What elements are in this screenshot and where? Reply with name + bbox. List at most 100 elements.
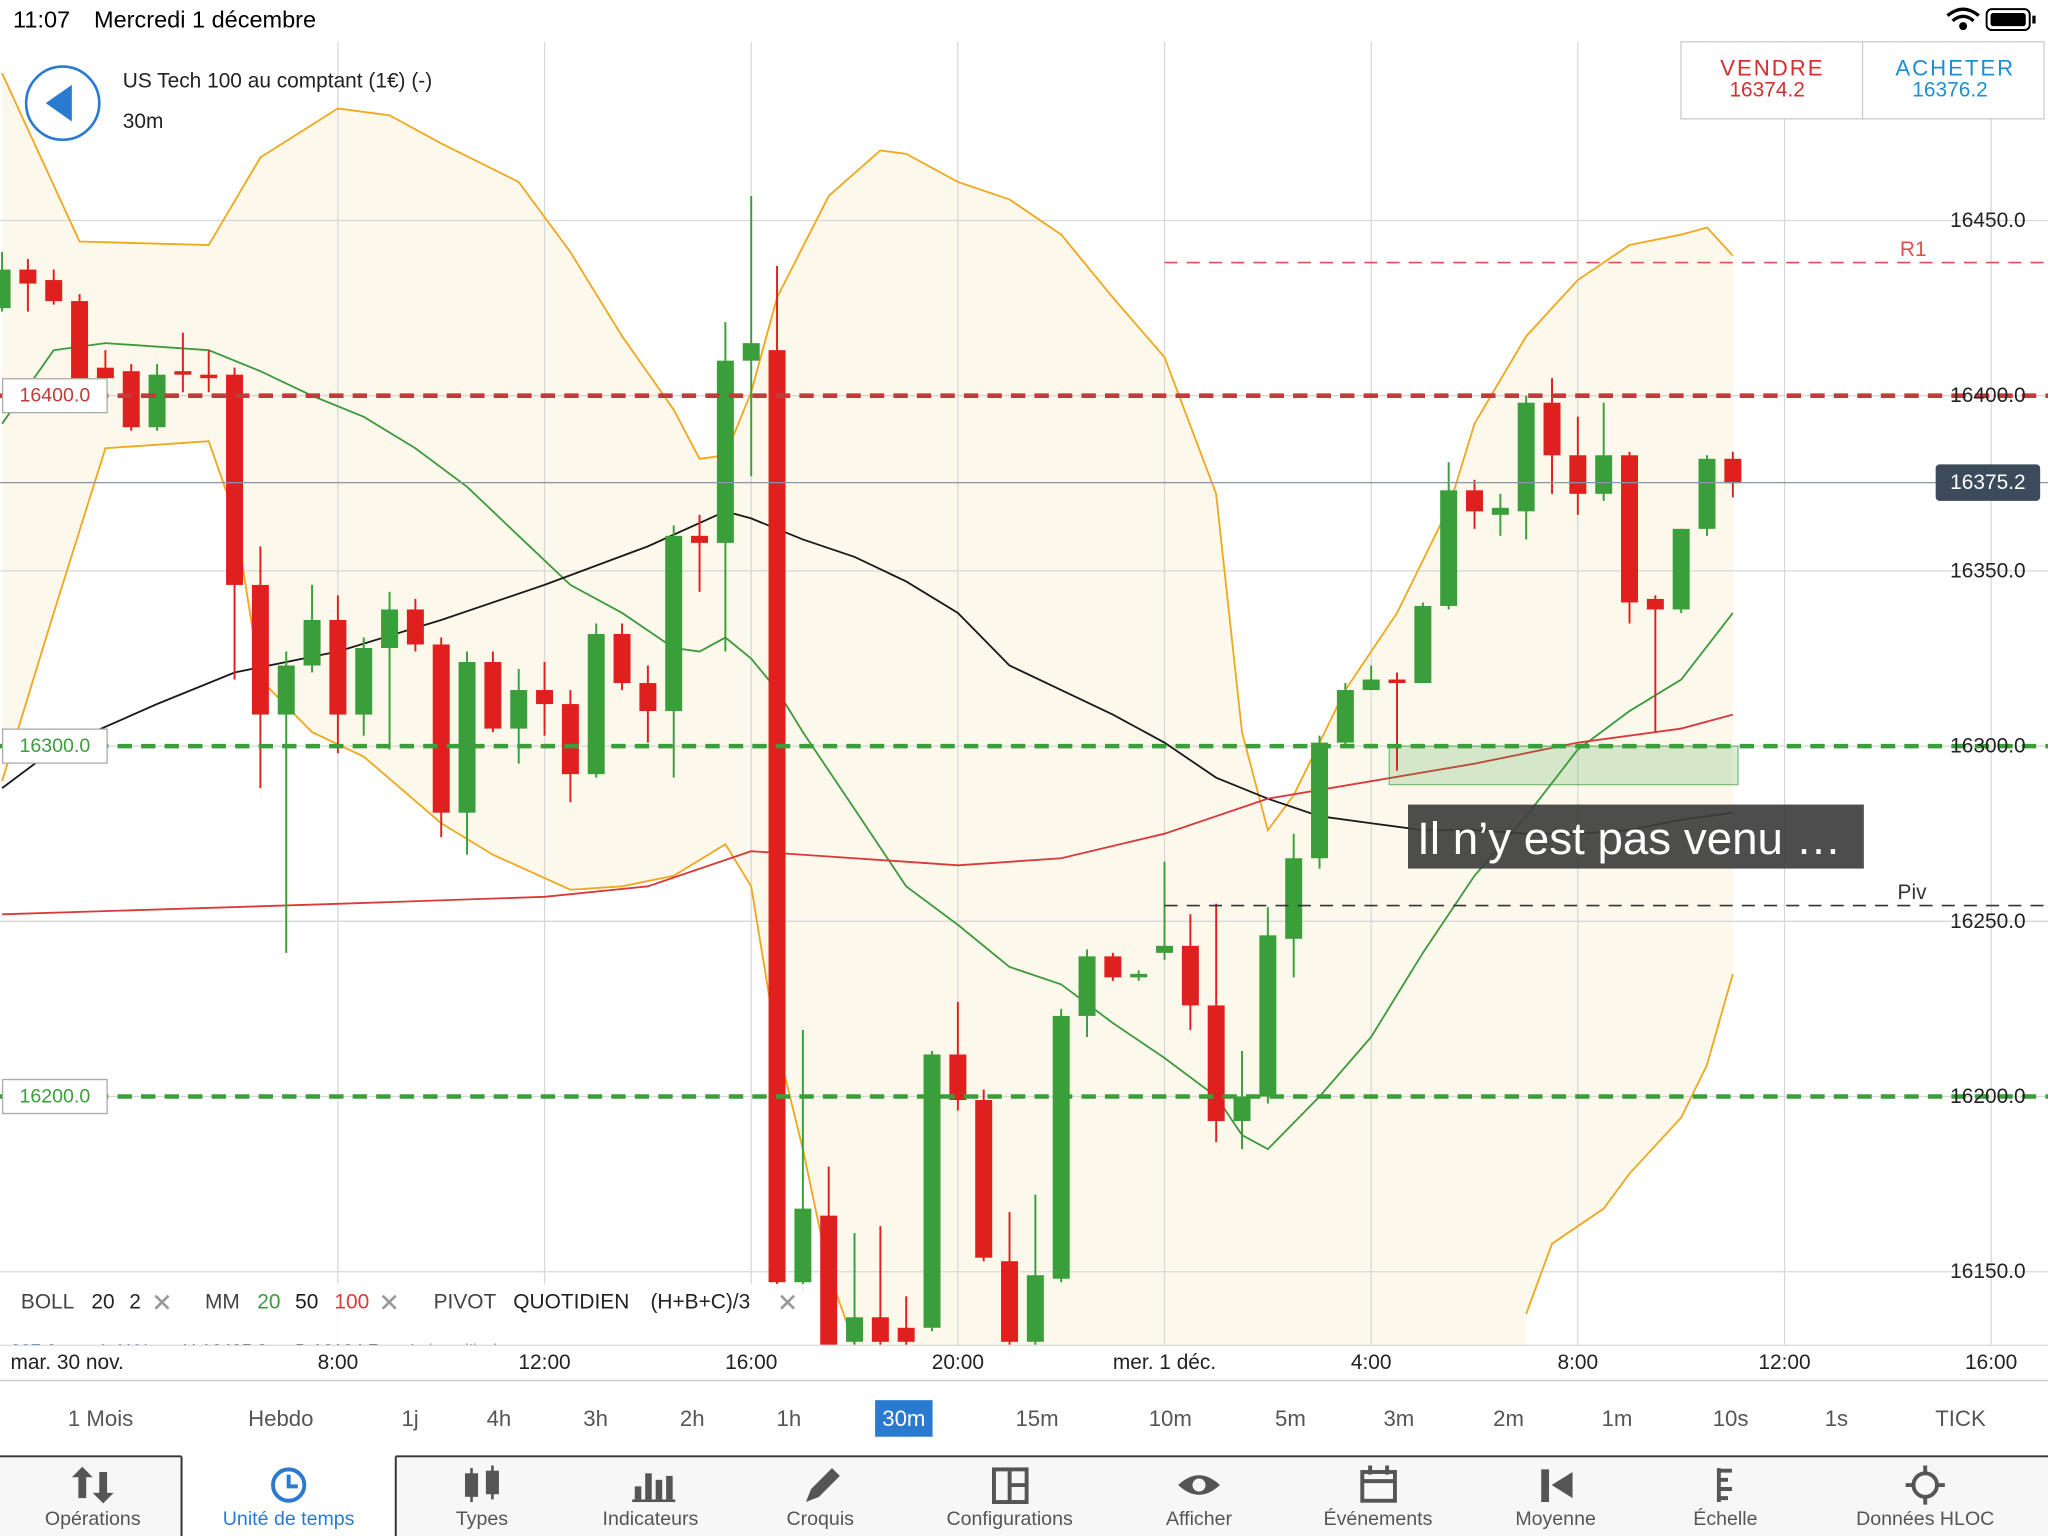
toolbar-item[interactable]: Unité de temps: [223, 1508, 355, 1530]
timeframe-item[interactable]: 1j: [401, 1406, 418, 1431]
sell-price: 16374.2: [1729, 79, 1804, 102]
x-tick-label: 16:00: [725, 1351, 777, 1374]
pivot-formula: (H+B+C)/3: [650, 1291, 750, 1314]
candle-body: [1207, 1005, 1225, 1122]
toolbar-item[interactable]: Afficher: [1166, 1508, 1232, 1530]
indicator-stats: 227.6 1.41% H 16405.2 B 16184.7 Aujourd'…: [10, 1340, 497, 1361]
status-bar: [0, 0, 2048, 42]
toolbar-item[interactable]: Événements: [1324, 1507, 1433, 1530]
candle-body: [665, 535, 683, 712]
plot-area: [0, 41, 2048, 1346]
candle-body: [1517, 402, 1535, 512]
toolbar-item[interactable]: Échelle: [1693, 1507, 1757, 1530]
x-tick-label: 8:00: [1558, 1351, 1599, 1374]
annotation-box: [1408, 804, 1864, 869]
close-icon[interactable]: [780, 1294, 796, 1310]
candle-body: [45, 280, 63, 302]
timeframe-item[interactable]: 3m: [1383, 1406, 1414, 1431]
candle-body: [1440, 490, 1458, 606]
toolbar-item[interactable]: Types: [456, 1508, 508, 1530]
y-tick-label: 16400.0: [1950, 384, 2025, 407]
annotation: Il n’y est pas venu …: [1417, 813, 1841, 864]
ma-period: 100: [334, 1291, 369, 1314]
candle-body: [484, 662, 502, 729]
stat: 1.41%: [98, 1340, 150, 1361]
timeframe-selected: [875, 1400, 933, 1437]
toolbar-item[interactable]: Données HLOC: [1856, 1508, 1994, 1530]
buy-price: 16376.2: [1912, 79, 1987, 102]
stat: Aujourd'hui: [406, 1340, 497, 1361]
timeframe-item[interactable]: 4h: [487, 1406, 512, 1431]
candle-body: [458, 662, 476, 813]
x-tick-labels: 8:00 12:00 16:00 20:00 mer. 1 déc. 4:00 8:00 12…: [318, 1351, 2018, 1374]
candle-body: [1026, 1275, 1044, 1342]
candle-body: [1311, 742, 1329, 859]
stat: H 16405.2: [183, 1340, 267, 1361]
level-label: 16300.0: [19, 735, 90, 757]
x-tick-label: 12:00: [518, 1351, 570, 1374]
axis-labels: 16150.0 16200.0 16250.0 16300.0 16350.0 16400…: [1, 209, 2041, 1283]
candle-body: [1362, 679, 1380, 691]
toolbar-item[interactable]: Indicateurs: [603, 1508, 699, 1530]
candle-body: [71, 301, 89, 379]
candle-body: [949, 1054, 967, 1101]
timeframe-label: 30m: [123, 110, 164, 133]
candle-body: [1233, 1096, 1251, 1122]
candle-body: [846, 1317, 864, 1342]
timeframe-item[interactable]: Hebdo: [248, 1406, 313, 1431]
timeframe-item[interactable]: TICK: [1935, 1406, 1986, 1431]
date-label: mar. 30 nov.: [10, 1351, 123, 1374]
candle-body: [1414, 605, 1432, 684]
timeframe-item[interactable]: 15m: [1015, 1406, 1058, 1431]
close-icon[interactable]: [154, 1294, 170, 1310]
indicator-line: [2, 713, 1734, 916]
icon-hloc: [1905, 1465, 1945, 1505]
timeframe-item[interactable]: 2m: [1493, 1406, 1524, 1431]
candle-body: [329, 619, 347, 715]
pivot-label: Piv: [1898, 881, 1928, 904]
band-fill-mask: [2, 441, 1733, 1346]
candle-body: [561, 704, 579, 775]
close-icon[interactable]: [381, 1294, 397, 1310]
sell-button[interactable]: VENDRE 16374.2: [1720, 55, 1824, 101]
candle-body: [1078, 956, 1096, 1016]
toolbar-icons: [71, 1465, 1945, 1505]
wifi-icon: [1946, 7, 1980, 31]
timeframe-item[interactable]: 30m: [882, 1406, 925, 1431]
buy-label: ACHETER: [1895, 55, 2015, 80]
back-button[interactable]: [24, 65, 101, 142]
timeframe-item[interactable]: 10m: [1149, 1406, 1192, 1431]
toolbar-item[interactable]: Moyenne: [1515, 1508, 1596, 1530]
buy-button[interactable]: ACHETER 16376.2: [1895, 55, 2015, 101]
candle-body: [1130, 973, 1148, 978]
y-tick-label: 16250.0: [1950, 910, 2025, 933]
candle-body: [1646, 598, 1664, 610]
toolbar-item[interactable]: Opérations: [45, 1508, 141, 1530]
timeframe-item[interactable]: 2h: [680, 1406, 705, 1431]
candle-body: [355, 647, 373, 715]
candle-body: [0, 269, 11, 309]
icon-clock: [271, 1467, 307, 1503]
timeframe-item[interactable]: 10s: [1713, 1406, 1749, 1431]
candle-body: [1621, 455, 1639, 603]
timeframe-item[interactable]: 1 Mois: [68, 1406, 133, 1431]
candle-body: [19, 269, 37, 284]
status-date: Mercredi 1 décembre: [94, 7, 316, 33]
level-label: 16400.0: [19, 385, 90, 407]
zone: [1388, 745, 1739, 786]
timeframe-item[interactable]: 1m: [1602, 1406, 1633, 1431]
toolbar-item[interactable]: Configurations: [947, 1508, 1073, 1530]
timeframe-item[interactable]: 1s: [1825, 1406, 1848, 1431]
candle-body: [1724, 458, 1742, 484]
instrument-title: US Tech 100 au comptant (1€) (-): [123, 69, 432, 92]
battery-icon: [1985, 8, 2036, 32]
timeframe-item[interactable]: 5m: [1275, 1406, 1306, 1431]
toolbar-item[interactable]: Croquis: [787, 1508, 855, 1530]
candle-body: [200, 374, 218, 379]
timeframe-item[interactable]: 1h: [777, 1406, 802, 1431]
x-tick-label: mer. 1 déc.: [1113, 1351, 1216, 1374]
indicator-bar: [0, 1283, 817, 1346]
timeframe-item[interactable]: 3h: [583, 1406, 608, 1431]
